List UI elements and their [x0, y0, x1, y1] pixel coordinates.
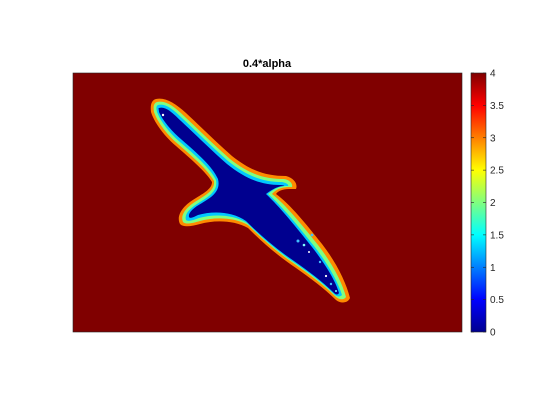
speckle: [329, 282, 333, 286]
colorbar-tick-label: 2.5: [490, 166, 504, 177]
colorbar-tick-label: 0.5: [490, 295, 504, 306]
speckle: [324, 274, 328, 278]
speckle: [308, 251, 310, 253]
heatmap-image: [73, 73, 462, 332]
bird-region: [150, 98, 350, 303]
speckle: [302, 243, 306, 247]
colorbar-tick-label: 0: [490, 328, 496, 339]
colorbar-tick-label: 3: [490, 133, 496, 144]
speckle: [335, 290, 337, 292]
speckle: [161, 113, 165, 117]
colorbar-tick-label: 2: [490, 198, 496, 209]
interior-speckles: [161, 113, 337, 292]
colorbar-tick-label: 1: [490, 263, 496, 274]
colorbar-gradient: [471, 73, 486, 332]
colorbar-tick-label: 4: [490, 69, 496, 80]
speckle: [318, 260, 322, 264]
colorbar-ticks: 0 0.5 1 1.5 2 2.5 3 3.5 4: [471, 69, 504, 339]
colorbar-tick-label: 3.5: [490, 101, 504, 112]
speckle: [310, 233, 314, 237]
speckle: [296, 239, 300, 243]
chart-title: 0.4*alpha: [243, 58, 292, 70]
colorbar: 0 0.5 1 1.5 2 2.5 3 3.5 4: [470, 69, 504, 339]
axes-frame: [72, 72, 463, 333]
colorbar-tick-label: 1.5: [490, 230, 504, 241]
bird-interior: [158, 107, 339, 295]
